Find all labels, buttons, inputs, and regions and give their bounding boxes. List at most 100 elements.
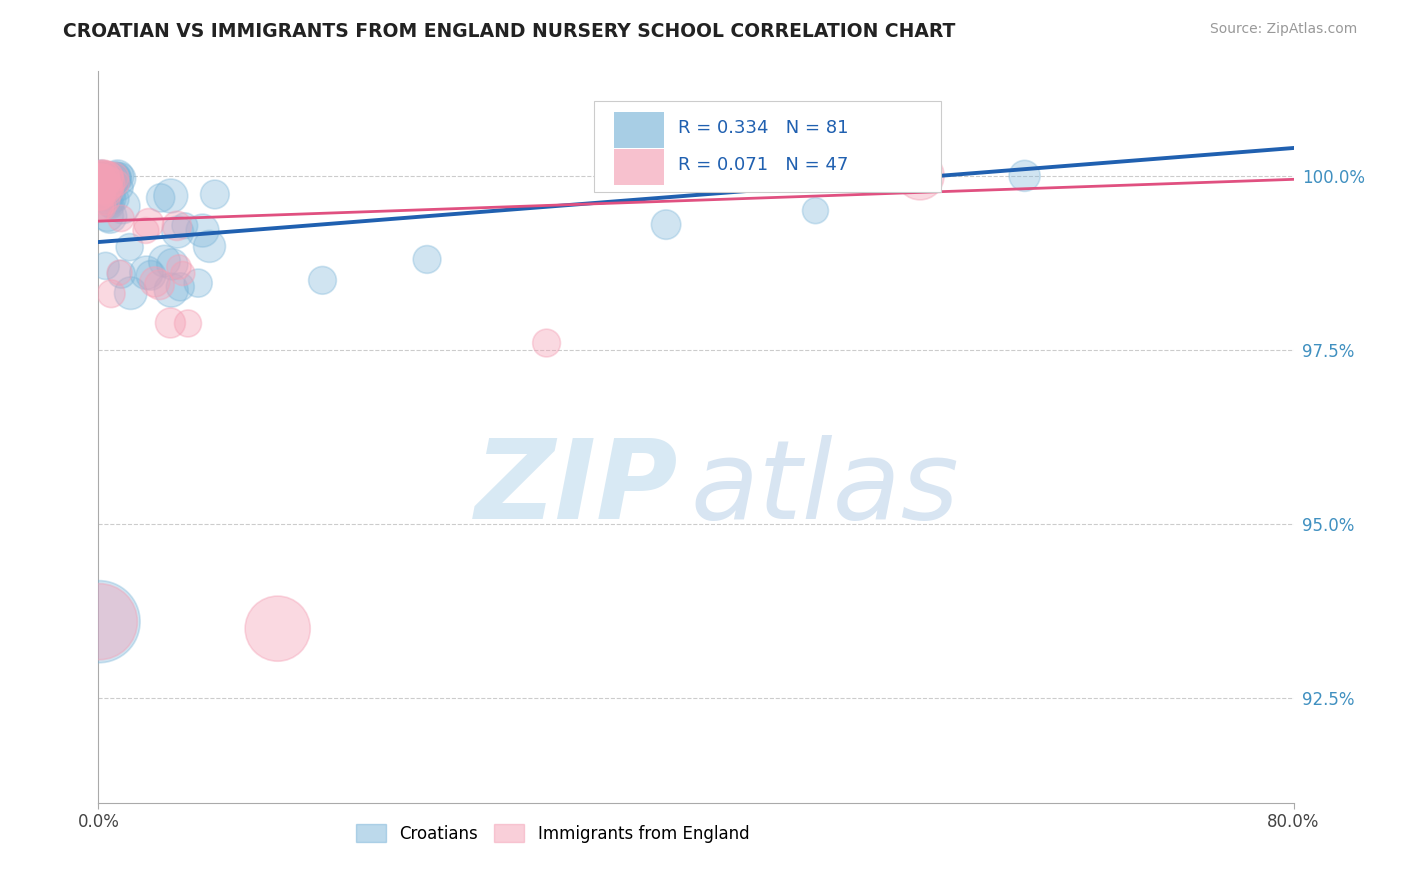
Point [87, 172, 110, 186]
Point [90, 175, 112, 189]
Point [91, 175, 114, 189]
Point [94, 174, 117, 188]
Point [89, 174, 111, 188]
Point [100, 286, 122, 301]
Point [96, 188, 118, 202]
Point [177, 317, 200, 331]
Point [91, 169, 114, 183]
Point [89, 201, 111, 215]
Point [89, 199, 111, 213]
Point [97, 209, 120, 223]
Point [110, 181, 132, 195]
Text: CROATIAN VS IMMIGRANTS FROM ENGLAND NURSERY SCHOOL CORRELATION CHART: CROATIAN VS IMMIGRANTS FROM ENGLAND NURS… [63, 22, 956, 41]
Point [91, 183, 114, 197]
Point [96, 177, 118, 191]
Point [148, 277, 170, 292]
Point [162, 257, 184, 271]
Point [103, 170, 125, 185]
Point [90, 178, 112, 193]
Point [311, 273, 333, 287]
Point [149, 191, 172, 205]
Point [198, 239, 221, 253]
Point [87, 185, 110, 199]
Point [111, 199, 134, 213]
Point [91, 169, 114, 184]
Point [96, 186, 118, 200]
Point [104, 171, 127, 186]
FancyBboxPatch shape [613, 112, 664, 147]
Point [139, 268, 162, 283]
Point [90, 200, 112, 214]
Point [89, 169, 111, 184]
Point [97, 170, 120, 185]
Point [100, 175, 122, 189]
Point [135, 266, 157, 280]
Point [90, 169, 112, 184]
Point [87, 175, 110, 189]
Point [1014, 169, 1036, 183]
Point [97, 181, 120, 195]
Text: Source: ZipAtlas.com: Source: ZipAtlas.com [1209, 22, 1357, 37]
Point [87, 177, 110, 191]
FancyBboxPatch shape [595, 101, 941, 192]
Point [90, 175, 112, 189]
Point [89, 176, 111, 190]
Text: atlas: atlas [690, 434, 959, 541]
Point [90, 170, 112, 185]
Point [143, 275, 166, 289]
Point [98, 177, 121, 191]
Point [87, 170, 110, 185]
Point [98, 189, 121, 203]
Point [108, 171, 131, 186]
Point [94, 169, 117, 184]
Point [159, 316, 181, 330]
Point [267, 622, 290, 636]
Point [87, 615, 110, 629]
Point [89, 188, 111, 202]
Point [138, 217, 160, 231]
Point [91, 170, 114, 185]
Point [135, 223, 157, 237]
Point [908, 169, 931, 183]
Point [118, 240, 141, 254]
Point [89, 180, 111, 194]
Point [90, 172, 112, 186]
Point [97, 180, 120, 194]
Point [91, 170, 114, 185]
Point [655, 218, 678, 232]
Point [153, 254, 176, 268]
Point [204, 187, 226, 202]
Legend: Croatians, Immigrants from England: Croatians, Immigrants from England [349, 818, 756, 849]
Point [166, 219, 188, 233]
Point [97, 177, 120, 191]
Point [172, 267, 194, 281]
Point [91, 174, 114, 188]
Point [96, 174, 118, 188]
Point [98, 182, 121, 196]
Point [89, 183, 111, 197]
Point [110, 267, 132, 281]
Point [93, 193, 115, 207]
Point [173, 219, 195, 233]
Text: R = 0.334   N = 81: R = 0.334 N = 81 [678, 119, 849, 136]
Point [169, 280, 191, 294]
Point [104, 170, 127, 185]
Point [97, 186, 120, 201]
Point [87, 177, 110, 191]
Point [91, 173, 114, 187]
Point [104, 171, 127, 186]
Point [90, 177, 112, 191]
Point [91, 175, 114, 189]
Point [100, 198, 122, 212]
Point [159, 189, 181, 203]
Point [98, 169, 121, 184]
Point [187, 276, 209, 290]
Point [89, 178, 111, 192]
Point [96, 170, 118, 185]
Point [98, 198, 121, 212]
Point [160, 283, 183, 297]
Point [98, 210, 121, 224]
Point [91, 179, 114, 194]
Point [108, 266, 131, 280]
Point [103, 172, 125, 186]
